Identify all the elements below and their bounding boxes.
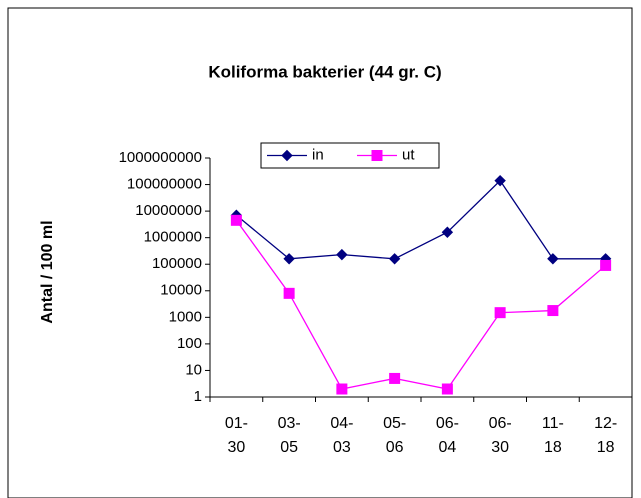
y-tick-label: 1 xyxy=(194,388,202,405)
x-tick-label: 04-03 xyxy=(330,415,354,456)
x-tick-label: 06-04 xyxy=(435,415,459,456)
point xyxy=(283,287,295,299)
series-line xyxy=(235,179,606,260)
y-axis-label: Antal / 100 ml xyxy=(39,220,56,323)
y-tick-label: 100000 xyxy=(152,255,202,272)
legend-marker xyxy=(281,149,293,162)
point xyxy=(389,372,401,384)
point xyxy=(388,253,401,265)
y-tick-label: 10000 xyxy=(160,282,202,299)
y-tick-label: 10 xyxy=(185,361,202,378)
point xyxy=(547,253,559,265)
x-tick-label: 03-05 xyxy=(277,415,301,456)
x-tick-label: 05-06 xyxy=(383,415,407,456)
point xyxy=(600,259,612,271)
point xyxy=(441,226,454,238)
y-tick-label: 1000 xyxy=(169,308,202,325)
x-tick-label: 01-30 xyxy=(224,415,248,456)
legend-label: ut xyxy=(402,146,415,163)
legend-marker xyxy=(371,150,383,161)
point xyxy=(494,174,506,187)
point xyxy=(230,214,242,226)
y-tick-label: 1000000000 xyxy=(119,149,202,166)
y-tick-label: 1000000 xyxy=(144,229,202,246)
point xyxy=(494,307,506,319)
y-tick-label: 10000000 xyxy=(135,202,202,219)
chart-frame xyxy=(7,7,633,498)
point xyxy=(336,248,348,261)
point xyxy=(441,383,453,395)
x-tick-label: 12-18 xyxy=(594,415,618,456)
y-tick-label: 100000000 xyxy=(127,176,202,193)
x-tick-label: 06-30 xyxy=(488,415,512,456)
legend-label: in xyxy=(312,146,324,163)
y-tick-label: 100 xyxy=(177,335,202,352)
point xyxy=(283,253,295,265)
x-tick-label: 11-18 xyxy=(541,415,564,456)
point xyxy=(336,383,348,395)
chart-title: Koliforma bakterier (44 gr. C) xyxy=(208,62,441,81)
series-line xyxy=(235,219,607,390)
point xyxy=(547,305,559,317)
